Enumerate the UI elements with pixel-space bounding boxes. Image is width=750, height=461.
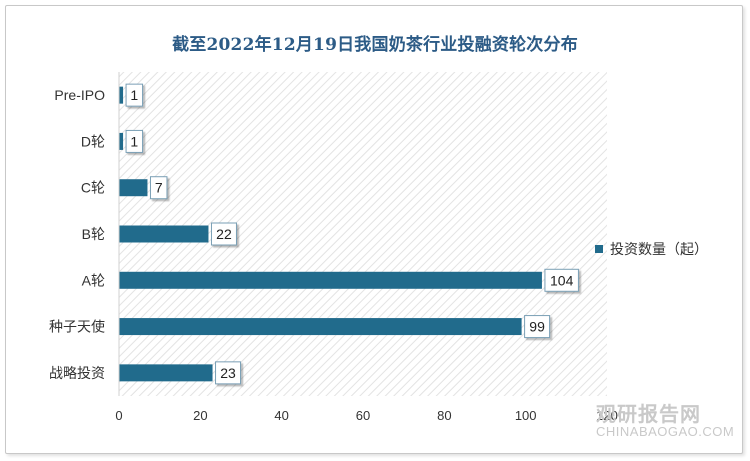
- category-label: Pre-IPO: [54, 87, 105, 103]
- x-tick-label: 20: [193, 408, 207, 423]
- data-label: 7: [155, 180, 163, 196]
- data-label-box: [210, 222, 237, 246]
- legend-swatch: [595, 245, 603, 253]
- watermark-logo-text: 观研报告网: [596, 402, 701, 426]
- data-label: 1: [130, 87, 138, 103]
- data-label: 104: [550, 272, 574, 288]
- data-label: 22: [216, 226, 232, 242]
- category-label: B轮: [82, 226, 105, 242]
- bar: [119, 364, 213, 382]
- category-label: D轮: [81, 133, 105, 149]
- chart-title: 截至2022年12月19日我国奶茶行业投融资轮次分布: [172, 35, 578, 55]
- x-tick-label: 100: [515, 408, 537, 423]
- category-label: 种子天使: [49, 319, 105, 335]
- x-tick-label: 60: [356, 408, 370, 423]
- category-label: 战略投资: [49, 365, 105, 381]
- data-label: 99: [529, 319, 545, 335]
- data-label-box: [544, 268, 579, 292]
- legend-label: 投资数量（起）: [610, 241, 708, 257]
- data-label: 1: [130, 133, 138, 149]
- data-label-box: [149, 176, 168, 200]
- x-tick-label: 40: [274, 408, 288, 423]
- x-tick-label: 80: [437, 408, 451, 423]
- bar: [119, 86, 124, 104]
- data-label-box: [125, 83, 144, 107]
- bar: [119, 271, 542, 289]
- data-label: 23: [220, 365, 236, 381]
- x-tick-label: 120: [596, 408, 618, 423]
- category-label: C轮: [81, 180, 105, 196]
- bar: [119, 318, 522, 336]
- x-tick-label: 0: [115, 408, 122, 423]
- data-label-box: [125, 129, 144, 153]
- legend: 投资数量（起）: [595, 241, 708, 257]
- watermark-url: CHINABAOGAO.COM: [596, 424, 735, 439]
- bar: [119, 225, 209, 243]
- bar: [119, 132, 124, 150]
- bar: [119, 179, 148, 197]
- data-label-box: [524, 315, 551, 339]
- data-label-box: [215, 361, 242, 385]
- category-label: A轮: [82, 272, 105, 288]
